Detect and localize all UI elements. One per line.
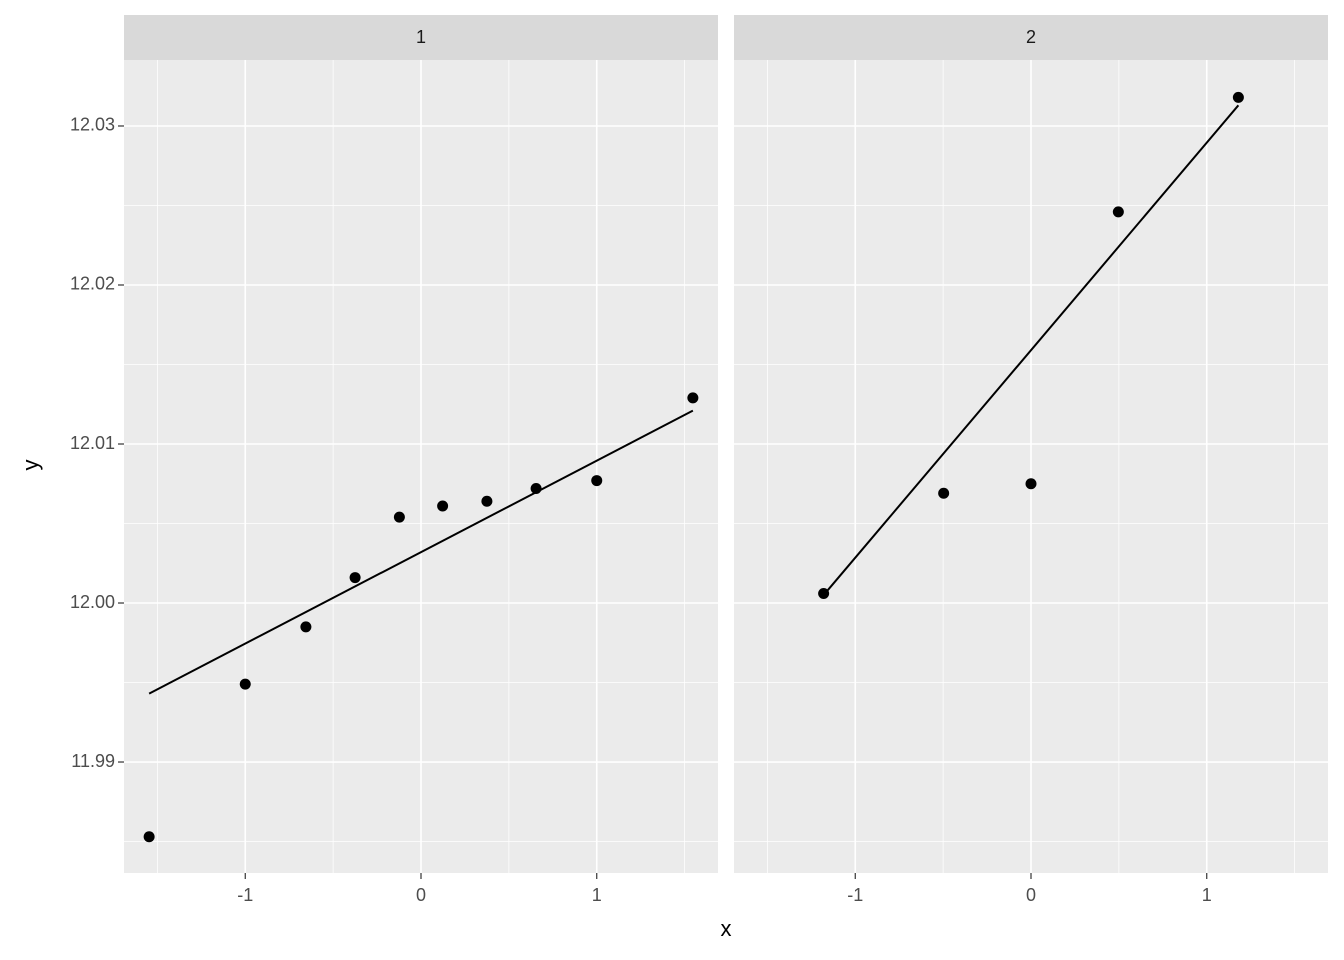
- strip: [734, 15, 1328, 60]
- point: [239, 678, 251, 690]
- point: [818, 587, 830, 599]
- point: [1025, 478, 1037, 490]
- point: [1232, 91, 1244, 103]
- point: [530, 483, 542, 495]
- strip: [124, 15, 718, 60]
- x-tick-label: 1: [592, 885, 602, 905]
- x-axis-label: x: [721, 916, 732, 941]
- x-tick-label: 0: [416, 885, 426, 905]
- y-tick-label: 12.00: [70, 592, 115, 612]
- point: [481, 495, 493, 507]
- strip-label: 2: [1026, 27, 1036, 47]
- y-tick-label: 12.01: [70, 433, 115, 453]
- point: [938, 487, 950, 499]
- point: [300, 621, 312, 633]
- fit-line: [822, 104, 1240, 596]
- point: [687, 392, 699, 404]
- point: [393, 511, 405, 523]
- point: [591, 475, 603, 487]
- x-tick-label: 1: [1202, 885, 1212, 905]
- y-tick-label: 12.03: [70, 115, 115, 135]
- x-tick-label: 0: [1026, 885, 1036, 905]
- x-tick-label: -1: [237, 885, 253, 905]
- y-tick-label: 12.02: [70, 274, 115, 294]
- y-tick-label: 11.99: [71, 751, 115, 771]
- y-axis-label: y: [18, 460, 43, 471]
- point: [143, 831, 155, 843]
- point: [349, 572, 361, 584]
- point: [1112, 206, 1124, 218]
- strip-label: 1: [416, 27, 426, 47]
- fit-line: [148, 409, 694, 695]
- point: [437, 500, 449, 512]
- x-tick-label: -1: [847, 885, 863, 905]
